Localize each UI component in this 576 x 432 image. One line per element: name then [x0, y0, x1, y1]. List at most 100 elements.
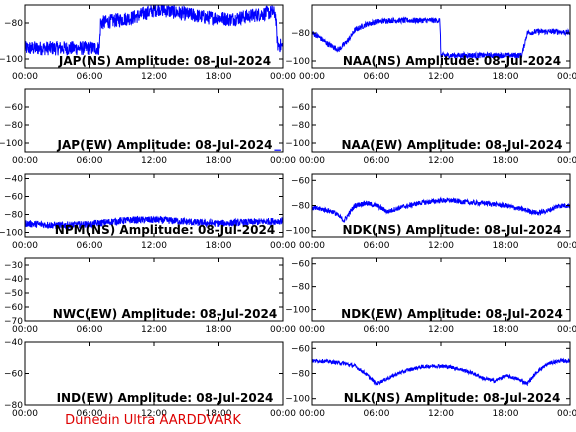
x-tick-label: 00:00	[299, 409, 325, 419]
x-tick-label: 06:00	[77, 72, 103, 82]
y-tick-label: −100	[0, 55, 23, 65]
chart-panel: −100 −80 00:00 06:00 12:00 18:00 00:00 JAP(NS) …	[0, 4, 296, 82]
y-tick-label: −100	[0, 139, 23, 149]
x-tick-label: 00:00	[299, 156, 325, 166]
panel-title: IND(EW) Amplitude: 08-Jul-2024	[57, 391, 274, 405]
y-tick-label: −80	[4, 121, 23, 131]
x-tick-label: 18:00	[493, 409, 519, 419]
panel-title: JAP(EW) Amplitude: 08-Jul-2024	[57, 138, 273, 152]
x-tick-label: 06:00	[77, 409, 103, 419]
y-tick-label: −80	[291, 370, 310, 380]
x-tick-label: 18:00	[493, 156, 519, 166]
x-tick-label: 12:00	[428, 325, 454, 335]
panel-title: NLK(NS) Amplitude: 08-Jul-2024	[344, 391, 561, 405]
x-tick-label: 00:00	[557, 241, 576, 251]
x-tick-label: 06:00	[364, 325, 390, 335]
x-tick-label: 00:00	[12, 325, 38, 335]
x-tick-label: 12:00	[141, 72, 167, 82]
series-line	[312, 357, 570, 387]
x-tick-label: 12:00	[141, 409, 167, 419]
series-line	[312, 16, 570, 61]
panel-title: NDK(EW) Amplitude: 08-Jul-2024	[341, 307, 563, 321]
footer-label: Dunedin Ultra AARDDVARK	[65, 413, 241, 428]
chart-panel: −100 −80 −60 00:00 06:00 12:00 18:00 00:00 NLK(N…	[285, 341, 576, 419]
chart-panel: −100 −80 −60 00:00 06:00 12:00 18:00 00:00 JAP(E…	[0, 88, 296, 166]
y-tick-label: −70	[4, 317, 23, 327]
x-tick-label: 12:00	[141, 325, 167, 335]
x-tick-label: 18:00	[493, 325, 519, 335]
x-tick-label: 06:00	[77, 156, 103, 166]
y-tick-label: −100	[285, 227, 310, 237]
chart-panel: −100 −80 −60 00:00 06:00 12:00 18:00 00:00 NDK(E…	[285, 257, 576, 335]
x-tick-label: 00:00	[270, 241, 296, 251]
x-tick-label: 00:00	[12, 241, 38, 251]
x-tick-label: 06:00	[364, 156, 390, 166]
panel-title: NWC(EW) Amplitude: 08-Jul-2024	[53, 307, 277, 321]
panel-title: NAA(EW) Amplitude: 08-Jul-2024	[342, 138, 563, 152]
y-tick-label: −100	[285, 139, 310, 149]
x-tick-label: 00:00	[557, 156, 576, 166]
x-tick-label: 00:00	[299, 325, 325, 335]
x-tick-label: 00:00	[557, 409, 576, 419]
chart-panel: −100 −80 −60 00:00 06:00 12:00 18:00 00:00 NDK(N…	[285, 173, 576, 251]
y-tick-label: −60	[291, 176, 310, 186]
y-tick-label: −30	[4, 261, 23, 271]
y-tick-label: −60	[291, 103, 310, 113]
chart-panel: −80 −60 −40 00:00 06:00 12:00 18:00 00:00 IND(EW…	[4, 338, 296, 419]
y-tick-label: −40	[4, 338, 23, 348]
x-tick-label: 06:00	[77, 325, 103, 335]
x-tick-label: 12:00	[141, 156, 167, 166]
x-tick-label: 00:00	[557, 325, 576, 335]
x-tick-label: 00:00	[12, 72, 38, 82]
y-tick-label: −80	[291, 202, 310, 212]
x-tick-label: 12:00	[428, 156, 454, 166]
y-tick-label: −80	[291, 121, 310, 131]
y-tick-label: −80	[291, 283, 310, 293]
y-tick-label: −60	[4, 103, 23, 113]
x-tick-label: 00:00	[270, 156, 296, 166]
y-tick-label: −60	[291, 344, 310, 354]
x-tick-label: 12:00	[428, 72, 454, 82]
series-line	[25, 215, 283, 230]
x-tick-label: 12:00	[428, 241, 454, 251]
y-tick-label: −100	[0, 229, 23, 239]
panel-title: NAA(NS) Amplitude: 08-Jul-2024	[343, 54, 561, 68]
x-tick-label: 18:00	[206, 325, 232, 335]
x-tick-label: 00:00	[557, 72, 576, 82]
x-tick-label: 18:00	[206, 409, 232, 419]
y-tick-label: −50	[4, 289, 23, 299]
x-tick-label: 12:00	[428, 409, 454, 419]
y-tick-label: −100	[285, 57, 310, 67]
x-tick-label: 06:00	[364, 72, 390, 82]
x-tick-label: 00:00	[270, 325, 296, 335]
x-tick-label: 00:00	[12, 409, 38, 419]
y-tick-label: −80	[4, 19, 23, 29]
x-tick-label: 18:00	[493, 72, 519, 82]
y-tick-label: −100	[285, 395, 310, 405]
y-tick-label: −100	[285, 306, 310, 316]
chart-panel: −100 −80 00:00 06:00 12:00 18:00 00:00 NAA(NS) …	[285, 4, 576, 82]
chart-panel: −100 −80 −60 00:00 06:00 12:00 18:00 00:00 NAA(E…	[285, 88, 576, 166]
panel-title: NPM(NS) Amplitude: 08-Jul-2024	[55, 223, 275, 237]
x-tick-label: 06:00	[364, 241, 390, 251]
panel-title: JAP(NS) Amplitude: 08-Jul-2024	[58, 54, 271, 68]
y-tick-label: −80	[291, 29, 310, 39]
x-tick-label: 18:00	[206, 156, 232, 166]
y-tick-label: −80	[4, 211, 23, 221]
y-tick-label: −60	[4, 370, 23, 380]
chart-panel: −70 −60 −50 −40 −30 00:00 06:00 12:00 18:00 00:00…	[4, 257, 296, 335]
x-tick-label: 00:00	[299, 241, 325, 251]
x-tick-label: 06:00	[364, 409, 390, 419]
y-tick-label: −60	[4, 303, 23, 313]
x-tick-label: 18:00	[206, 241, 232, 251]
series-line	[25, 5, 283, 56]
x-tick-label: 18:00	[206, 72, 232, 82]
y-tick-label: −60	[4, 193, 23, 203]
series-line	[312, 196, 570, 224]
y-tick-label: −80	[4, 401, 23, 411]
y-tick-label: −60	[291, 260, 310, 270]
x-tick-label: 00:00	[299, 72, 325, 82]
panel-title: NDK(NS) Amplitude: 08-Jul-2024	[343, 223, 562, 237]
